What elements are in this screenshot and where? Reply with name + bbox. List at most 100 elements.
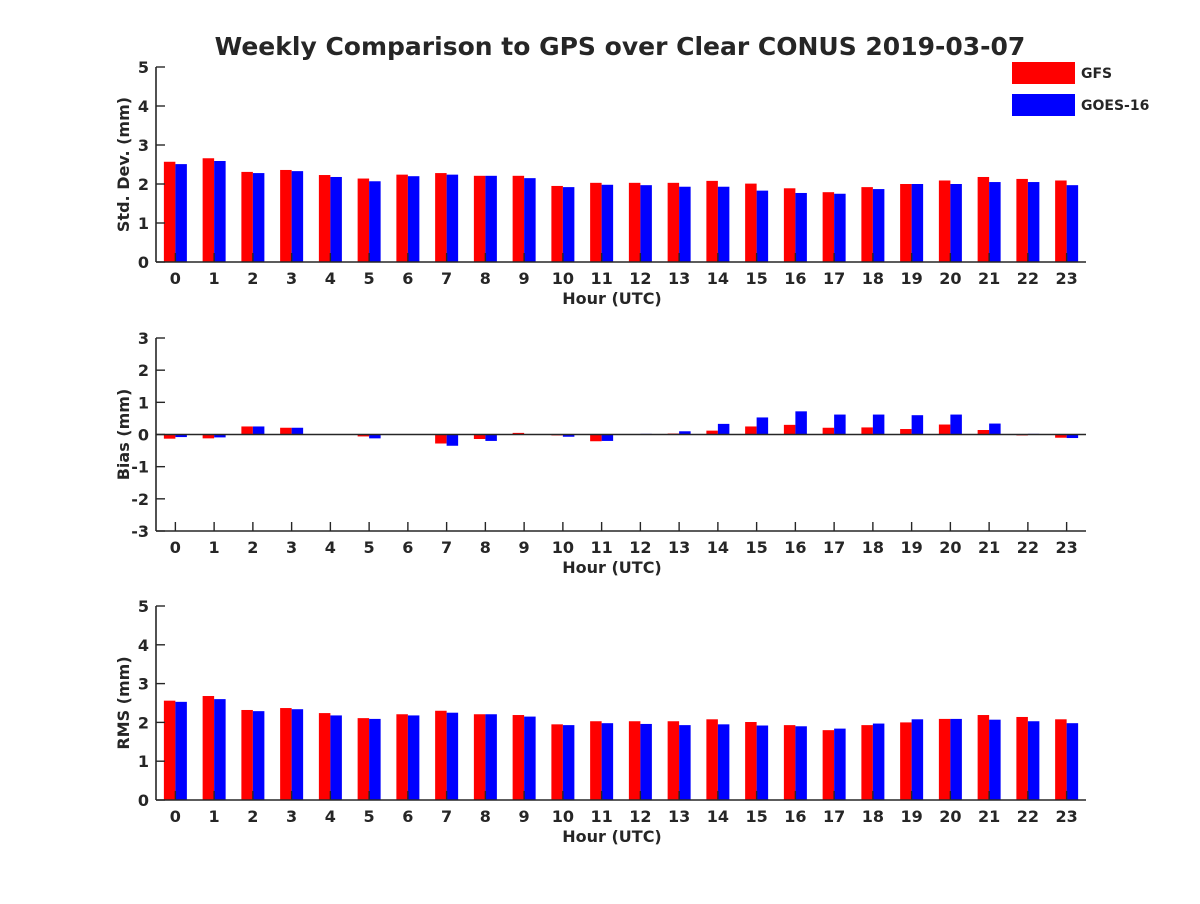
bar-gfs-hour-18: [861, 187, 873, 262]
x-tick-label: 18: [862, 807, 884, 826]
x-axis-label: Hour (UTC): [562, 558, 662, 577]
x-tick-label: 14: [707, 538, 729, 557]
legend: GFS GOES-16: [1012, 62, 1149, 116]
bar-gfs-hour-3: [280, 708, 292, 800]
bar-gfs-hour-14: [706, 430, 718, 435]
x-tick-label: 22: [1017, 269, 1039, 288]
bar-goes-16-hour-6: [407, 715, 420, 800]
bar-goes-16-hour-22: [1027, 182, 1040, 262]
legend-label-0: GFS: [1081, 66, 1112, 82]
x-tick-label: 19: [900, 538, 922, 557]
x-tick-label: 2: [247, 269, 258, 288]
bar-goes-16-hour-4: [330, 715, 342, 800]
x-tick-label: 20: [939, 807, 961, 826]
bar-goes-16-hour-21: [989, 719, 1001, 800]
bar-gfs-hour-1: [202, 696, 215, 800]
bar-goes-16-hour-19: [911, 184, 924, 262]
x-tick-label: 12: [629, 269, 651, 288]
x-tick-label: 4: [325, 807, 336, 826]
y-tick-label: 3: [138, 675, 149, 694]
legend-swatch-1: [1012, 94, 1075, 116]
bar-goes-16-hour-10: [562, 187, 575, 262]
x-tick-label: 7: [441, 538, 452, 557]
x-tick-label: 0: [170, 538, 181, 557]
bar-goes-16-hour-19: [911, 415, 924, 435]
x-tick-label: 6: [402, 538, 413, 557]
x-tick-label: 17: [823, 269, 845, 288]
bar-gfs-hour-20: [938, 718, 951, 800]
bar-gfs-hour-8: [473, 175, 486, 262]
bar-gfs-hour-21: [977, 176, 990, 262]
bar-goes-16-hour-18: [872, 414, 885, 435]
bar-gfs-hour-7: [435, 434, 447, 444]
bar-goes-16-hour-5: [369, 181, 381, 262]
bar-gfs-hour-9: [512, 715, 525, 800]
bar-goes-16-hour-14: [717, 186, 730, 262]
x-tick-label: 17: [823, 807, 845, 826]
y-tick-label: 5: [138, 58, 149, 77]
x-tick-label: 8: [480, 807, 491, 826]
bar-goes-16-hour-0: [175, 434, 187, 438]
bar-goes-16-hour-12: [640, 185, 652, 262]
x-tick-label: 20: [939, 269, 961, 288]
x-tick-label: 20: [939, 538, 961, 557]
bar-goes-16-hour-15: [756, 190, 769, 262]
bar-gfs-hour-19: [900, 184, 912, 262]
bar-gfs-hour-14: [706, 180, 718, 262]
x-tick-label: 8: [480, 538, 491, 557]
bar-goes-16-hour-20: [950, 414, 962, 435]
bar-goes-16-hour-17: [834, 414, 846, 435]
bar-goes-16-hour-16: [795, 726, 807, 800]
y-tick-label: -1: [131, 458, 149, 477]
x-tick-label: 7: [441, 269, 452, 288]
x-tick-label: 5: [364, 269, 375, 288]
bar-goes-16-hour-11: [601, 184, 614, 262]
bar-gfs-hour-21: [977, 430, 990, 435]
bar-goes-16-hour-21: [989, 423, 1001, 435]
x-tick-label: 15: [745, 538, 767, 557]
y-tick-label: 0: [138, 253, 149, 272]
y-tick-label: 1: [138, 214, 149, 233]
bar-gfs-hour-3: [280, 169, 292, 262]
x-tick-label: 1: [209, 807, 220, 826]
x-tick-label: 5: [364, 807, 375, 826]
bar-gfs-hour-4: [318, 175, 331, 262]
x-tick-label: 16: [784, 538, 806, 557]
x-tick-label: 4: [325, 538, 336, 557]
x-tick-label: 21: [978, 538, 1000, 557]
bar-goes-16-hour-0: [175, 164, 187, 262]
bar-goes-16-hour-1: [214, 434, 226, 438]
y-tick-label: 4: [138, 636, 149, 655]
y-tick-label: -2: [131, 490, 149, 509]
bar-gfs-hour-4: [318, 713, 331, 800]
bar-goes-16-hour-3: [291, 709, 304, 800]
bar-gfs-hour-17: [822, 730, 835, 800]
y-tick-label: 2: [138, 713, 149, 732]
bar-gfs-hour-0: [163, 700, 176, 800]
x-tick-label: 0: [170, 269, 181, 288]
x-tick-label: 13: [668, 269, 690, 288]
bar-goes-16-hour-18: [872, 723, 885, 800]
bar-gfs-hour-5: [357, 718, 370, 800]
bar-goes-16-hour-23: [1066, 723, 1079, 800]
x-tick-label: 9: [519, 807, 530, 826]
bar-gfs-hour-10: [551, 185, 563, 262]
x-tick-label: 6: [402, 807, 413, 826]
bar-gfs-hour-15: [745, 183, 757, 262]
legend-label-1: GOES-16: [1081, 98, 1149, 114]
bar-goes-16-hour-6: [407, 176, 420, 262]
bar-gfs-hour-1: [202, 158, 215, 262]
bar-gfs-hour-15: [745, 426, 757, 435]
bar-gfs-hour-6: [396, 714, 408, 800]
x-tick-label: 19: [900, 269, 922, 288]
x-tick-label: 22: [1017, 538, 1039, 557]
x-tick-label: 3: [286, 538, 297, 557]
x-tick-label: 16: [784, 269, 806, 288]
bar-goes-16-hour-20: [950, 184, 962, 262]
x-tick-label: 13: [668, 538, 690, 557]
x-tick-label: 9: [519, 538, 530, 557]
